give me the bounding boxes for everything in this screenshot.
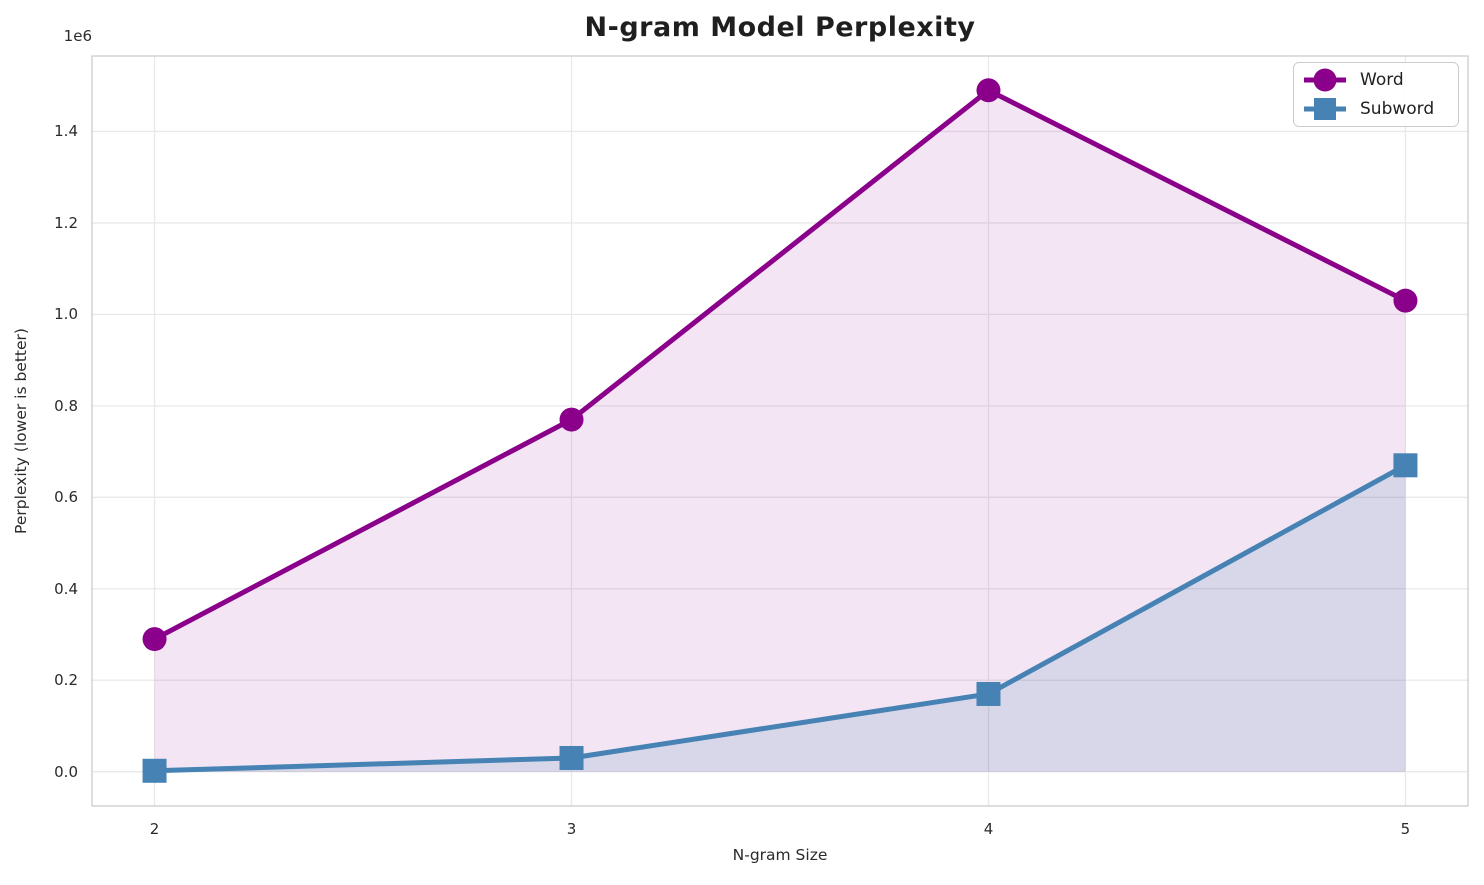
x-tick-label-2: 2: [149, 820, 160, 838]
y-tick-label-1.2: 1.2: [54, 213, 78, 232]
y-tick-label-1.4: 1.4: [54, 122, 78, 141]
x-axis-label: N-gram Size: [732, 846, 828, 864]
subword-line: [152, 462, 1408, 774]
chart-title: N-gram Model Perplexity: [584, 12, 976, 43]
legend-item-subword: Subword: [1302, 95, 1450, 123]
y-tick-label-0.6: 0.6: [54, 488, 78, 507]
y-tick-label-1.0: 1.0: [54, 305, 78, 324]
y-tick-label-0.8: 0.8: [54, 396, 78, 415]
axes-border: [91, 55, 1469, 807]
x-tick-label-4: 4: [983, 820, 994, 838]
word-point-3: [559, 407, 584, 432]
y-tick-label-0.2: 0.2: [54, 671, 78, 690]
legend-label-word: Word: [1360, 70, 1404, 90]
word-line-circle-marker-icon: [1304, 68, 1346, 92]
word-point-4: [976, 78, 1001, 103]
legend-label-subword: Subword: [1360, 99, 1435, 119]
word-point-5: [1393, 288, 1418, 313]
word-area-fill: [154, 90, 1406, 772]
legend-item-word: Word: [1302, 66, 1450, 94]
y-axis-offset-text: 1e6: [63, 27, 92, 45]
subword-point-4: [976, 681, 1001, 706]
y-tick-label-0.0: 0.0: [54, 762, 78, 781]
subword-point-5: [1393, 453, 1418, 478]
subword-point-2: [142, 758, 167, 783]
legend: Word Subword: [1293, 62, 1459, 127]
x-tick-label-5: 5: [1400, 820, 1411, 838]
y-tick-label-0.4: 0.4: [54, 579, 78, 598]
subword-area-fill: [154, 465, 1406, 772]
subword-line-square-marker-icon: [1304, 98, 1346, 120]
word-line: [152, 87, 1408, 642]
word-point-2: [142, 627, 167, 652]
x-tick-label-3: 3: [566, 820, 577, 838]
subword-point-3: [559, 745, 584, 770]
